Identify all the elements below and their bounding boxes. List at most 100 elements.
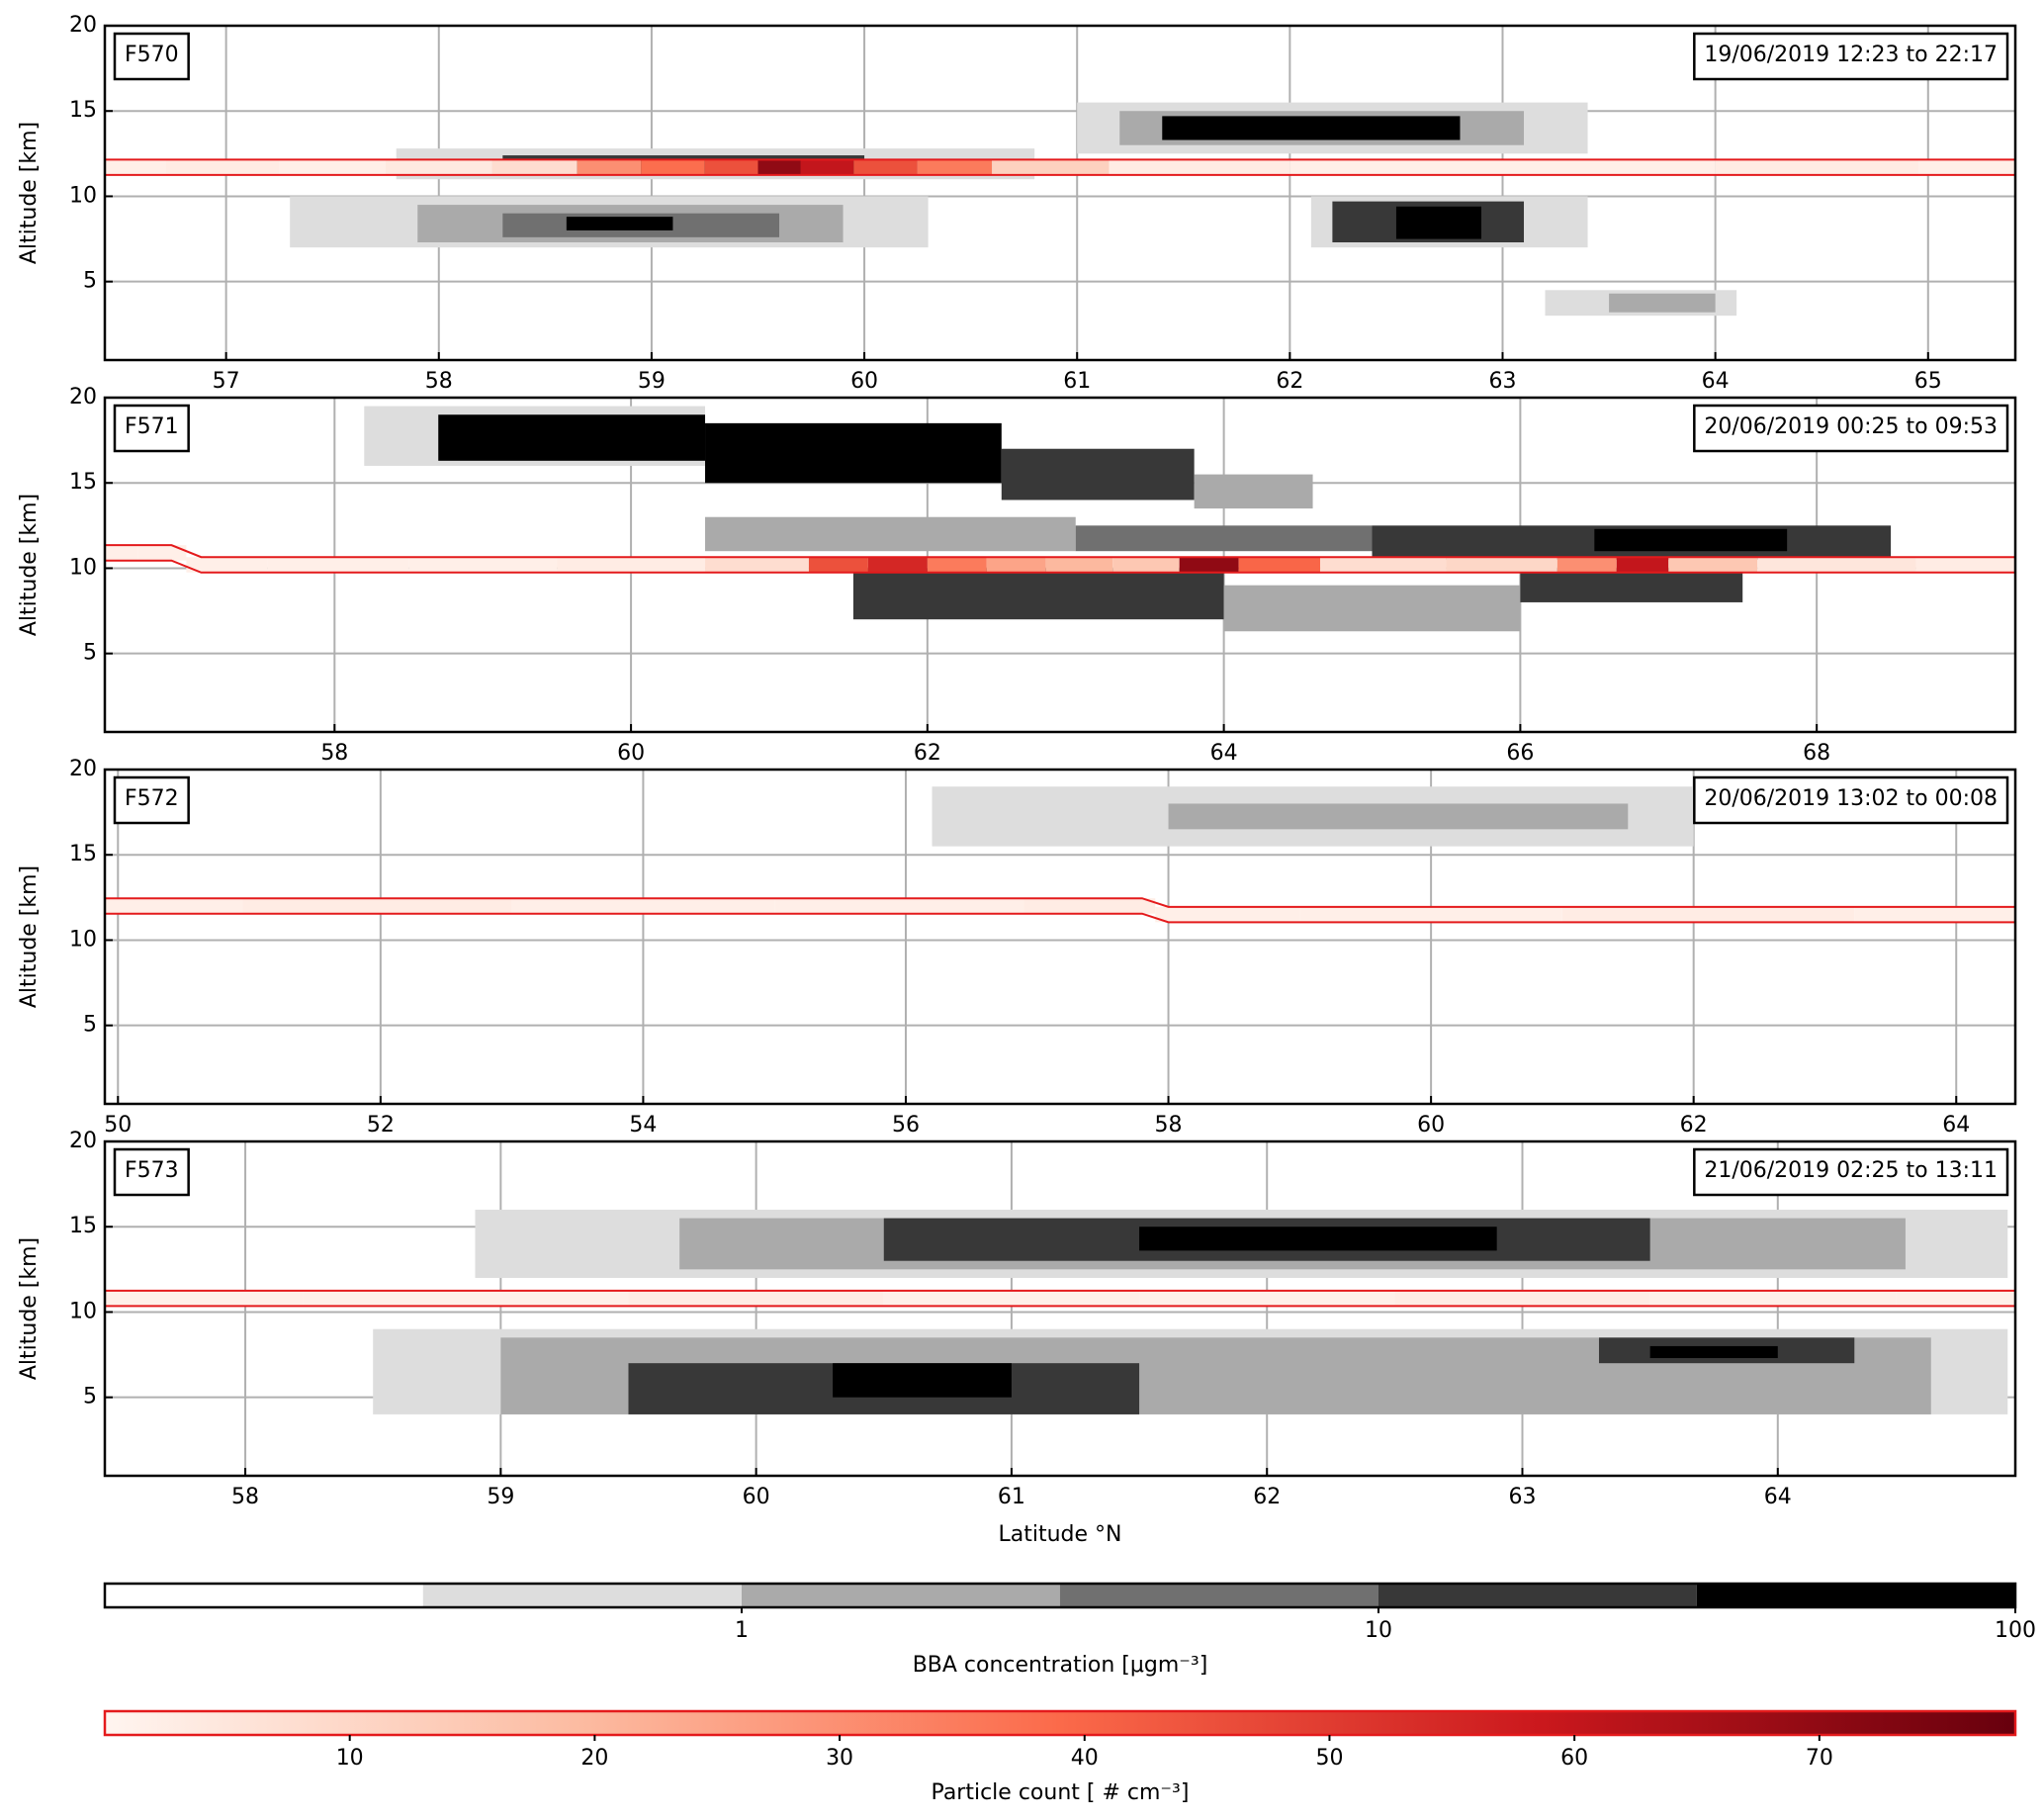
track-cell (1045, 557, 1113, 573)
panel-label: F573 (125, 1158, 179, 1183)
smoke-cell (833, 1363, 1012, 1398)
track-cell (1289, 159, 1503, 175)
track-cell (1668, 557, 1758, 573)
colorbar-label: BBA concentration [μgm⁻³] (913, 1653, 1208, 1678)
y-tick-label: 15 (69, 470, 97, 495)
y-tick-label: 5 (83, 1385, 97, 1410)
track-cell (1649, 1290, 1897, 1307)
x-tick-label: 60 (1417, 1113, 1445, 1138)
annotation-box (1693, 404, 2009, 453)
smoke-cell (566, 217, 673, 230)
colorbar-tick-label: 10 (1365, 1618, 1392, 1643)
x-tick-label: 63 (1489, 369, 1517, 394)
track-cell (1112, 557, 1180, 573)
y-axis-label: Altitude [km] (17, 494, 42, 636)
y-tick-label: 15 (69, 842, 97, 866)
track-cell (1896, 1290, 2015, 1307)
track-cell (1179, 557, 1239, 573)
label-box (113, 404, 190, 453)
x-tick-label: 64 (1942, 1113, 1970, 1138)
x-tick-label: 68 (1803, 741, 1830, 766)
x-tick-label: 58 (425, 369, 453, 394)
colorbar-bin (1696, 1584, 2015, 1607)
track-cell (1109, 159, 1290, 175)
colorbar-tick-label: 20 (580, 1746, 608, 1771)
smoke-cell (705, 422, 1002, 484)
colorbar-tick-label: 1 (735, 1618, 749, 1643)
track-cell (986, 557, 1046, 573)
plot-area (105, 770, 2015, 1104)
smoke-cell (1520, 568, 1743, 602)
panel-label: F572 (125, 786, 179, 811)
x-tick-label: 56 (892, 1113, 920, 1138)
colorbar-bin (422, 1584, 742, 1607)
x-tick-label: 50 (104, 1113, 132, 1138)
x-tick-label: 64 (1702, 369, 1730, 394)
colorbar-bin (105, 1584, 423, 1607)
track-cell (883, 1290, 1140, 1307)
frame (103, 1139, 2017, 1478)
label-box (113, 1147, 190, 1197)
panel-annotation: 20/06/2019 00:25 to 09:53 (1704, 414, 1998, 439)
x-tick-label: 60 (743, 1485, 770, 1509)
colorbar-tick-label: 50 (1315, 1746, 1343, 1771)
annotation-box (1693, 775, 2009, 825)
colorbar-bin (1378, 1584, 1697, 1607)
smoke-cell (1168, 803, 1629, 830)
y-tick-label: 20 (69, 757, 97, 781)
track-cell (242, 898, 512, 914)
frame (103, 768, 2017, 1106)
track-cell (757, 159, 801, 175)
track-cell (105, 159, 166, 175)
colorbar-tick-label: 40 (1071, 1746, 1099, 1771)
label-box (113, 32, 190, 81)
x-tick-label: 62 (1276, 369, 1303, 394)
track-cell (1915, 557, 2015, 573)
smoke-cell (438, 414, 706, 461)
track-cell (267, 557, 409, 573)
plot-area (105, 26, 2015, 360)
track-cell (867, 557, 928, 573)
smoke-cell (705, 516, 1076, 552)
track-cell (1854, 906, 2015, 923)
track-cell (491, 159, 578, 175)
smoke-cell (1001, 448, 1195, 500)
track-cell (165, 159, 280, 175)
panel-label: F570 (125, 43, 179, 67)
smoke-cell (1395, 206, 1481, 239)
track-edge (105, 559, 2015, 574)
plot-area (105, 398, 2015, 732)
track-cell (705, 557, 809, 573)
track-cell (1446, 557, 1557, 573)
track-cell (1155, 906, 1300, 923)
track-cell (917, 159, 993, 175)
label-box (113, 775, 190, 825)
y-tick-label: 15 (69, 98, 97, 123)
track-edge (105, 897, 2015, 908)
smoke-cell (852, 568, 1224, 620)
x-axis-label: Latitude °N (999, 1522, 1122, 1547)
colorbar-tick-label: 60 (1560, 1746, 1588, 1771)
smoke-cell (1609, 293, 1716, 313)
colorbar-tick-label: 30 (826, 1746, 853, 1771)
track-cell (628, 1290, 884, 1307)
track-cell (1556, 557, 1617, 573)
y-tick-label: 20 (69, 1129, 97, 1153)
colorbar-gradient (103, 1709, 2017, 1737)
x-tick-label: 62 (1253, 1485, 1281, 1509)
smoke-cell (1223, 585, 1521, 632)
colorbar-tick-label: 100 (1995, 1618, 2036, 1643)
y-tick-label: 10 (69, 1299, 97, 1323)
plot-area (105, 1141, 2015, 1476)
track-cell (927, 557, 987, 573)
colorbar-tick-label: 10 (336, 1746, 364, 1771)
y-tick-label: 15 (69, 1214, 97, 1238)
x-tick-label: 65 (1914, 369, 1942, 394)
track-cell (1139, 1290, 1395, 1307)
track-cell (511, 898, 775, 914)
annotation-box (1693, 1147, 2009, 1197)
y-tick-label: 5 (83, 1013, 97, 1038)
frame (103, 396, 2017, 734)
track-cell (105, 898, 243, 914)
